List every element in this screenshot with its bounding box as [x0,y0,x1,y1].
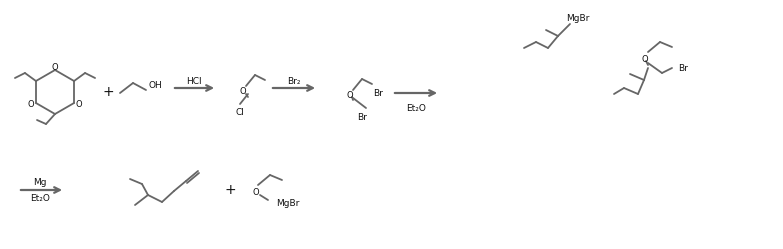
Text: O: O [347,90,353,100]
Text: Et₂O: Et₂O [30,193,50,202]
Text: Cl: Cl [236,108,244,117]
Text: Br: Br [357,113,367,122]
Text: O: O [52,62,58,71]
Text: Et₂O: Et₂O [406,104,426,113]
Text: Br₂: Br₂ [287,76,301,85]
Text: OH: OH [148,80,162,89]
Text: Mg: Mg [33,178,47,187]
Text: +: + [224,183,236,197]
Text: O: O [76,100,82,109]
Text: O: O [27,100,34,109]
Text: HCl: HCl [186,76,202,85]
Text: Br: Br [373,88,383,98]
Text: MgBr: MgBr [276,198,300,207]
Text: O: O [240,86,247,96]
Text: +: + [103,85,114,99]
Text: Br: Br [678,63,688,72]
Text: O: O [253,187,259,196]
Text: MgBr: MgBr [566,13,590,22]
Text: O: O [642,55,648,63]
